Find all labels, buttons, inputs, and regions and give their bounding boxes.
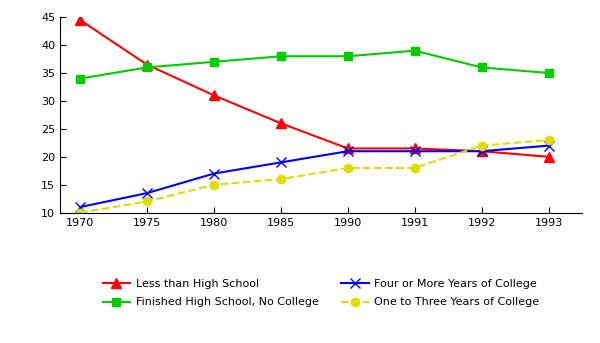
One to Three Years of College: [76, 211, 83, 215]
One to Three Years of College: [411, 166, 418, 170]
Four or More Years of College: [211, 172, 218, 176]
Finished High School, No College: [411, 49, 418, 53]
Finished High School, No College: [478, 66, 485, 70]
One to Three Years of College: [143, 199, 151, 203]
Four or More Years of College: [545, 144, 552, 148]
Four or More Years of College: [277, 160, 284, 164]
One to Three Years of College: [277, 177, 284, 181]
Less than High School: [478, 149, 485, 153]
Line: Less than High School: Less than High School: [75, 15, 553, 162]
Less than High School: [143, 62, 151, 67]
One to Three Years of College: [545, 138, 552, 142]
Four or More Years of College: [478, 149, 485, 153]
Four or More Years of College: [76, 205, 83, 209]
Four or More Years of College: [411, 149, 418, 153]
Four or More Years of College: [344, 149, 352, 153]
Finished High School, No College: [143, 66, 151, 70]
Less than High School: [545, 155, 552, 159]
Line: Four or More Years of College: Four or More Years of College: [75, 141, 553, 212]
Finished High School, No College: [277, 54, 284, 58]
Finished High School, No College: [344, 54, 352, 58]
Finished High School, No College: [211, 60, 218, 64]
One to Three Years of College: [344, 166, 352, 170]
One to Three Years of College: [478, 144, 485, 148]
Less than High School: [344, 146, 352, 151]
Finished High School, No College: [545, 71, 552, 75]
Four or More Years of College: [143, 191, 151, 195]
Less than High School: [277, 121, 284, 125]
One to Three Years of College: [211, 183, 218, 187]
Line: Finished High School, No College: Finished High School, No College: [76, 47, 553, 83]
Finished High School, No College: [76, 76, 83, 81]
Legend: Less than High School, Finished High School, No College, Four or More Years of C: Less than High School, Finished High Sch…: [97, 273, 545, 313]
Less than High School: [211, 93, 218, 97]
Less than High School: [76, 18, 83, 22]
Less than High School: [411, 146, 418, 151]
Line: One to Three Years of College: One to Three Years of College: [76, 136, 553, 217]
